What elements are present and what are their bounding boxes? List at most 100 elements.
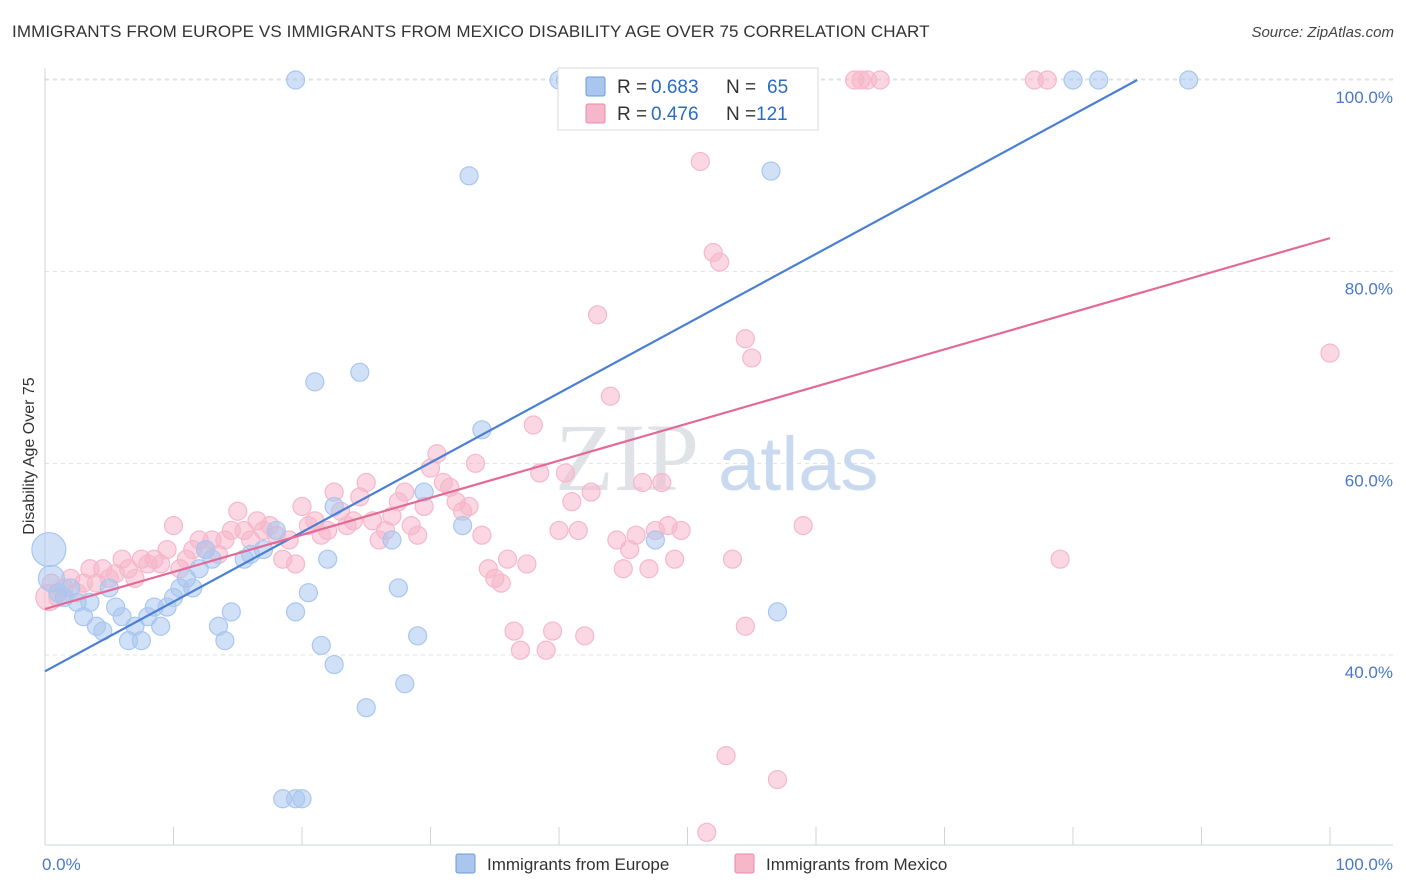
europe-point <box>408 626 428 646</box>
chart-title: IMMIGRANTS FROM EUROPE VS IMMIGRANTS FRO… <box>12 22 930 41</box>
series-europe-points <box>31 70 1199 809</box>
mexico-point <box>504 621 524 641</box>
europe-point <box>1063 70 1083 90</box>
europe-point <box>324 654 344 675</box>
mexico-point <box>793 516 813 536</box>
mexico-point <box>671 520 691 541</box>
mexico-trend-line <box>44 237 1331 611</box>
europe-point <box>1179 70 1199 90</box>
y-tick-label: 100.0% <box>1335 88 1393 107</box>
europe-point <box>318 549 338 569</box>
mexico-point <box>581 482 601 502</box>
europe-point <box>472 420 492 440</box>
mexico-point <box>710 252 730 272</box>
mexico-point <box>163 516 184 536</box>
europe-point <box>459 166 479 186</box>
mexico-point <box>600 386 621 406</box>
mexico-point <box>555 463 576 483</box>
legend-mexico-r-label: R = <box>617 104 647 125</box>
trend-lines <box>44 79 1331 673</box>
europe-point <box>266 520 286 541</box>
mexico-point <box>697 822 717 842</box>
mexico-point <box>735 616 755 636</box>
europe-point <box>31 531 67 568</box>
europe-point <box>761 161 781 181</box>
y-tick-labels: 40.0% 60.0% 80.0% 100.0% <box>1335 88 1393 682</box>
x-tick-label-min: 0.0% <box>42 855 81 874</box>
mexico-point <box>575 626 595 646</box>
mexico-point <box>510 640 531 660</box>
y-axis-label: Disability Age Over 75 <box>21 377 38 535</box>
bottom-legend-mexico-swatch <box>734 853 755 874</box>
source-attribution: Source: ZipAtlas.com <box>1251 24 1394 41</box>
bottom-legend-mexico-label: Immigrants from Mexico <box>766 855 947 874</box>
europe-point <box>285 70 306 90</box>
mexico-point <box>536 640 556 660</box>
legend-europe-n-value: 65 <box>767 77 788 98</box>
mexico-point <box>870 70 890 90</box>
legend-europe-r-label: R = <box>617 77 647 98</box>
mexico-point <box>472 525 492 545</box>
mexico-point <box>285 554 306 574</box>
y-tick-label: 80.0% <box>1345 280 1393 299</box>
europe-point <box>285 602 306 622</box>
europe-point <box>305 372 325 392</box>
europe-point <box>645 530 665 550</box>
legend-mexico-n-label: N = <box>726 104 756 125</box>
y-tick-label: 40.0% <box>1345 663 1393 682</box>
legend-mexico-r-value: 0.476 <box>651 104 699 125</box>
mexico-point <box>395 482 415 502</box>
mexico-point <box>465 453 486 473</box>
mexico-point <box>157 539 177 560</box>
europe-point <box>292 789 312 809</box>
x-tick-label-max: 100.0% <box>1335 855 1393 874</box>
mexico-point <box>459 496 479 517</box>
europe-trend-line <box>44 79 1138 673</box>
mexico-point <box>408 525 428 545</box>
mexico-point <box>626 525 646 545</box>
mexico-point <box>587 305 608 325</box>
mexico-point <box>722 549 743 569</box>
bottom-legend-europe-swatch <box>455 853 476 874</box>
mexico-point <box>690 151 710 172</box>
europe-point <box>395 674 415 694</box>
stats-legend: R = 0.683 N = 65 R = 0.476 N = 121 <box>557 67 819 131</box>
mexico-point <box>356 472 376 493</box>
bottom-legend-europe-label: Immigrants from Europe <box>487 855 669 874</box>
europe-point <box>151 616 171 636</box>
mexico-point <box>318 520 338 541</box>
europe-point <box>131 631 151 651</box>
mexico-point <box>523 415 543 435</box>
mexico-point <box>665 549 685 569</box>
mexico-point <box>491 573 511 593</box>
mexico-point <box>228 501 248 521</box>
europe-point <box>183 578 203 598</box>
europe-point <box>324 496 344 517</box>
legend-mexico-n-value: 121 <box>756 104 788 125</box>
mexico-point <box>632 472 653 493</box>
europe-point <box>388 578 408 598</box>
grid-lines <box>45 78 1393 656</box>
mexico-point <box>498 549 518 569</box>
mexico-point <box>1050 549 1070 569</box>
europe-point <box>356 698 376 718</box>
mexico-point <box>652 472 672 493</box>
mexico-point <box>767 769 788 790</box>
mexico-point <box>562 492 582 512</box>
europe-point <box>215 631 235 651</box>
europe-point <box>221 602 241 622</box>
watermark-atlas: atlas <box>718 422 879 507</box>
europe-point <box>298 583 319 603</box>
legend-europe-n-label: N = <box>726 77 756 98</box>
europe-point <box>112 607 132 627</box>
legend-europe-swatch <box>585 76 606 97</box>
mexico-point <box>568 520 588 541</box>
bottom-legend: Immigrants from Europe Immigrants from M… <box>455 853 947 874</box>
mexico-point <box>735 329 755 349</box>
y-tick-label: 60.0% <box>1345 471 1393 490</box>
europe-point <box>350 362 370 382</box>
mexico-point <box>517 554 537 574</box>
legend-mexico-swatch <box>585 103 606 124</box>
mexico-point <box>542 621 563 641</box>
